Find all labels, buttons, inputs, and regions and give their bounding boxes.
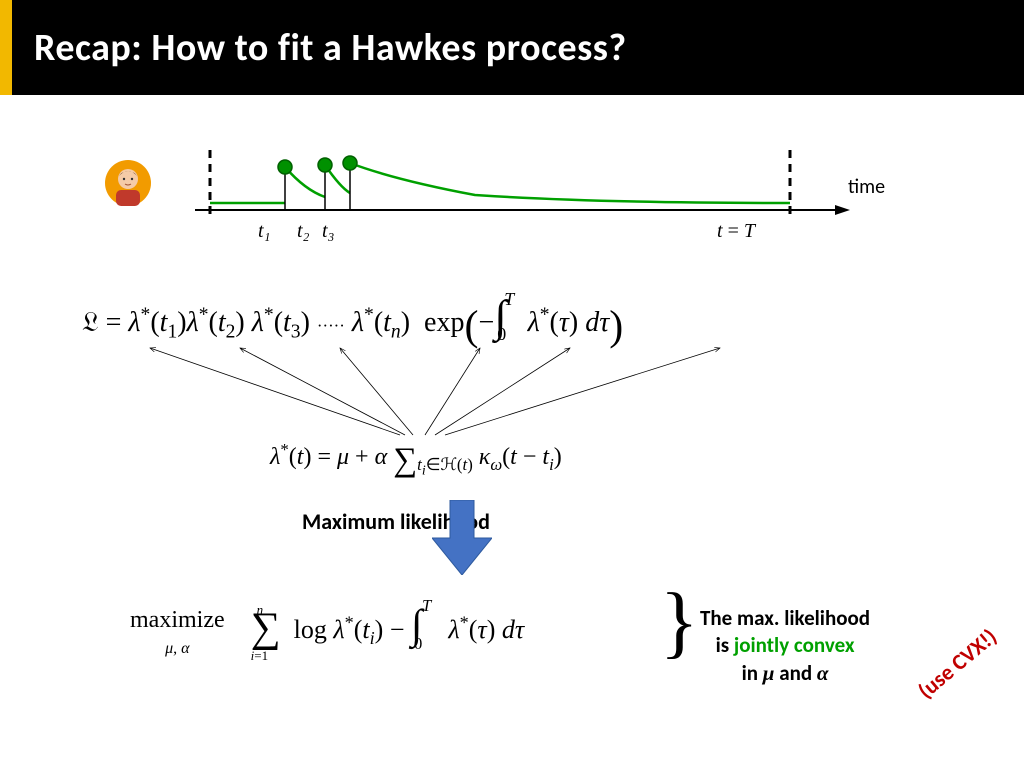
time-axis-label: time [848,175,885,199]
optimization-formula: maximize μ, α n ∑ i=1 log λ*(ti) − 0 T∫ … [130,600,524,658]
event-label-t2: t₂ [297,220,310,243]
accent-bar [0,0,12,95]
event-label-t1: t₁ [258,220,271,243]
slide-title: Recap: How to fit a Hawkes process? [12,25,627,71]
intensity-formula: λ*(t) = μ + α ∑ti∈ℋ(t) κω(t − ti) [270,440,562,480]
end-label: t = T [717,220,755,243]
cvx-note: (use CVX!) [912,623,1002,704]
down-arrow-icon [432,500,492,575]
slide-header: Recap: How to fit a Hawkes process? [0,0,1024,95]
arrow-fan [135,340,785,450]
user-avatar-icon [105,160,151,206]
event-label-t3: t₃ [322,220,335,243]
brace-icon: } [660,590,698,654]
timeline-diagram [175,145,875,265]
slide-content: t₁ t₂ t₃ t = T time 𝔏 = λ*(t1)λ*(t2) λ*(… [0,95,1024,768]
convex-note: The max. likelihood is jointly convex in… [700,605,870,687]
